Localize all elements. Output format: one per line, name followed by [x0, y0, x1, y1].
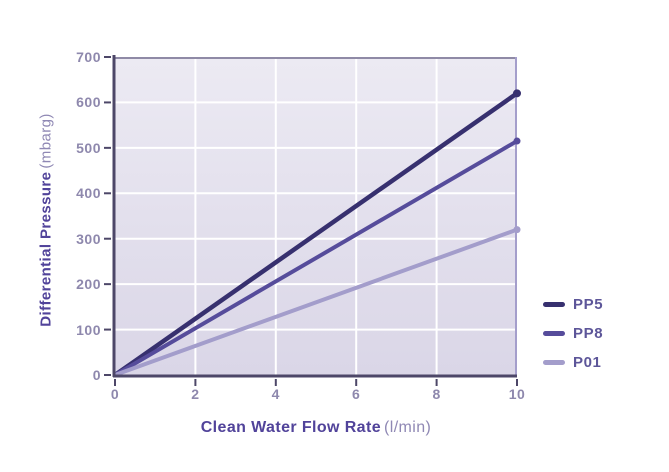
legend-entry-PP5: PP5: [543, 296, 603, 313]
plot-background: [115, 57, 517, 375]
x-axis-title-text: Clean Water Flow Rate: [200, 419, 382, 436]
legend-dash-icon: [543, 302, 565, 307]
y-tick-label: 100: [76, 321, 101, 338]
plot-area: [104, 55, 521, 386]
x-axis-tick-labels: 0 2 4 6 8 10: [111, 386, 525, 404]
chart-legend: PP5 PP8 P01: [543, 296, 603, 383]
y-tick-label: 600: [76, 94, 101, 111]
y-tick-label: 400: [76, 185, 101, 202]
series-line-PP5: [112, 91, 520, 378]
legend-dash-icon: [543, 360, 565, 365]
x-tick-label: 2: [191, 386, 200, 402]
series-endpoint-PP5: [513, 89, 521, 98]
series-line-P01: [113, 227, 519, 377]
legend-label: PP8: [573, 325, 604, 342]
y-tick-label: 500: [76, 139, 101, 156]
legend-entry-PP8: PP8: [543, 325, 603, 342]
legend-entry-P01: P01: [543, 354, 603, 371]
x-tick-label: 8: [432, 386, 441, 402]
series-endpoint-P01: [513, 226, 521, 234]
y-tick-label: 200: [76, 276, 101, 293]
x-tick-label: 4: [271, 386, 280, 402]
y-tick-label: 700: [76, 49, 101, 65]
chart-canvas: [104, 55, 521, 386]
legend-label: PP5: [573, 296, 604, 313]
x-tick-label: 10: [508, 386, 526, 402]
y-axis-tick-labels: 0 100 200 300 400 500 600 700: [0, 49, 101, 383]
x-axis-title: Clean Water Flow Rate (l/min): [115, 419, 517, 437]
x-tick-label: 6: [352, 386, 361, 402]
x-tick-label: 0: [110, 386, 120, 402]
series-line-PP8: [113, 139, 519, 377]
x-axis-unit-text: (l/min): [384, 419, 432, 436]
series-endpoint-PP8: [513, 137, 521, 145]
legend-dash-icon: [543, 331, 565, 336]
legend-label: P01: [573, 354, 602, 371]
y-tick-label: 0: [92, 367, 101, 383]
y-tick-label: 300: [76, 230, 101, 247]
